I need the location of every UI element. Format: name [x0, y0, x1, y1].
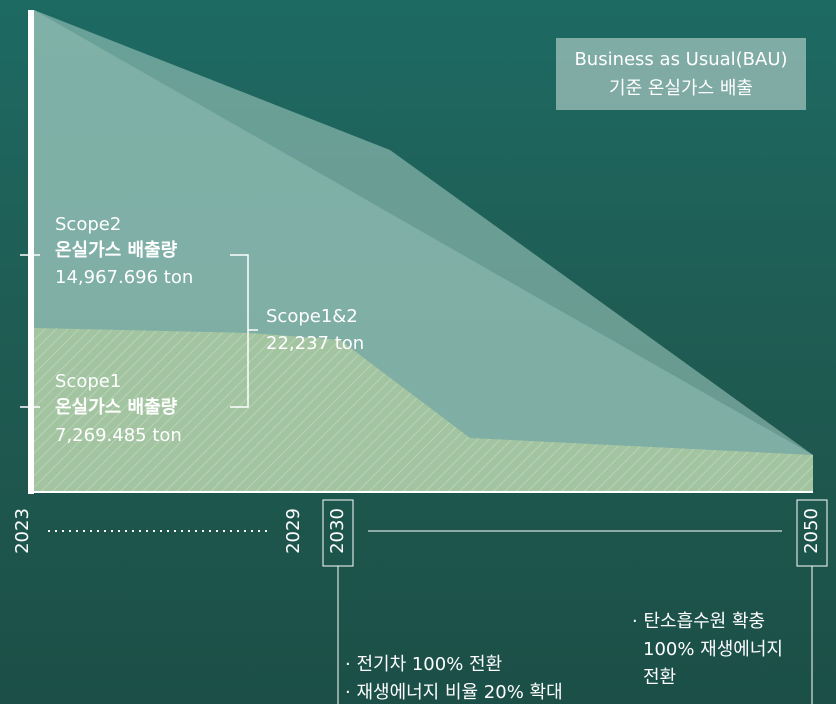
y-axis-bar	[28, 10, 34, 494]
legend-line: 기준 온실가스 배출	[609, 78, 753, 99]
milestone-item: · 탄소흡수원 확충	[632, 611, 765, 632]
year-label: 2029	[283, 508, 304, 554]
scope-label: 온실가스 배출량	[55, 397, 178, 418]
scope-label: 온실가스 배출량	[55, 240, 178, 261]
milestone-item: · 전기차 100% 전환	[345, 654, 502, 675]
year-label: 2023	[12, 508, 33, 554]
scope-name: Scope2	[55, 214, 121, 235]
scope1-area	[34, 328, 813, 492]
legend-line: Business as Usual(BAU)	[574, 49, 787, 70]
year-label: 2050	[801, 508, 822, 554]
scope-amount: 14,967.696 ton	[55, 267, 193, 288]
year-label: 2030	[327, 508, 348, 554]
scope-name: Scope1	[55, 371, 121, 392]
total-name: Scope1&2	[266, 306, 358, 327]
scope-amount: 7,269.485 ton	[55, 425, 182, 446]
milestone-item: 전환	[643, 667, 676, 688]
brackets	[20, 254, 258, 408]
legend-box	[556, 38, 806, 110]
milestone-item: 100% 재생에너지	[643, 639, 783, 660]
milestone-item: · 재생에너지 비율 20% 확대	[345, 682, 563, 703]
total-amount: 22,237 ton	[266, 333, 364, 354]
